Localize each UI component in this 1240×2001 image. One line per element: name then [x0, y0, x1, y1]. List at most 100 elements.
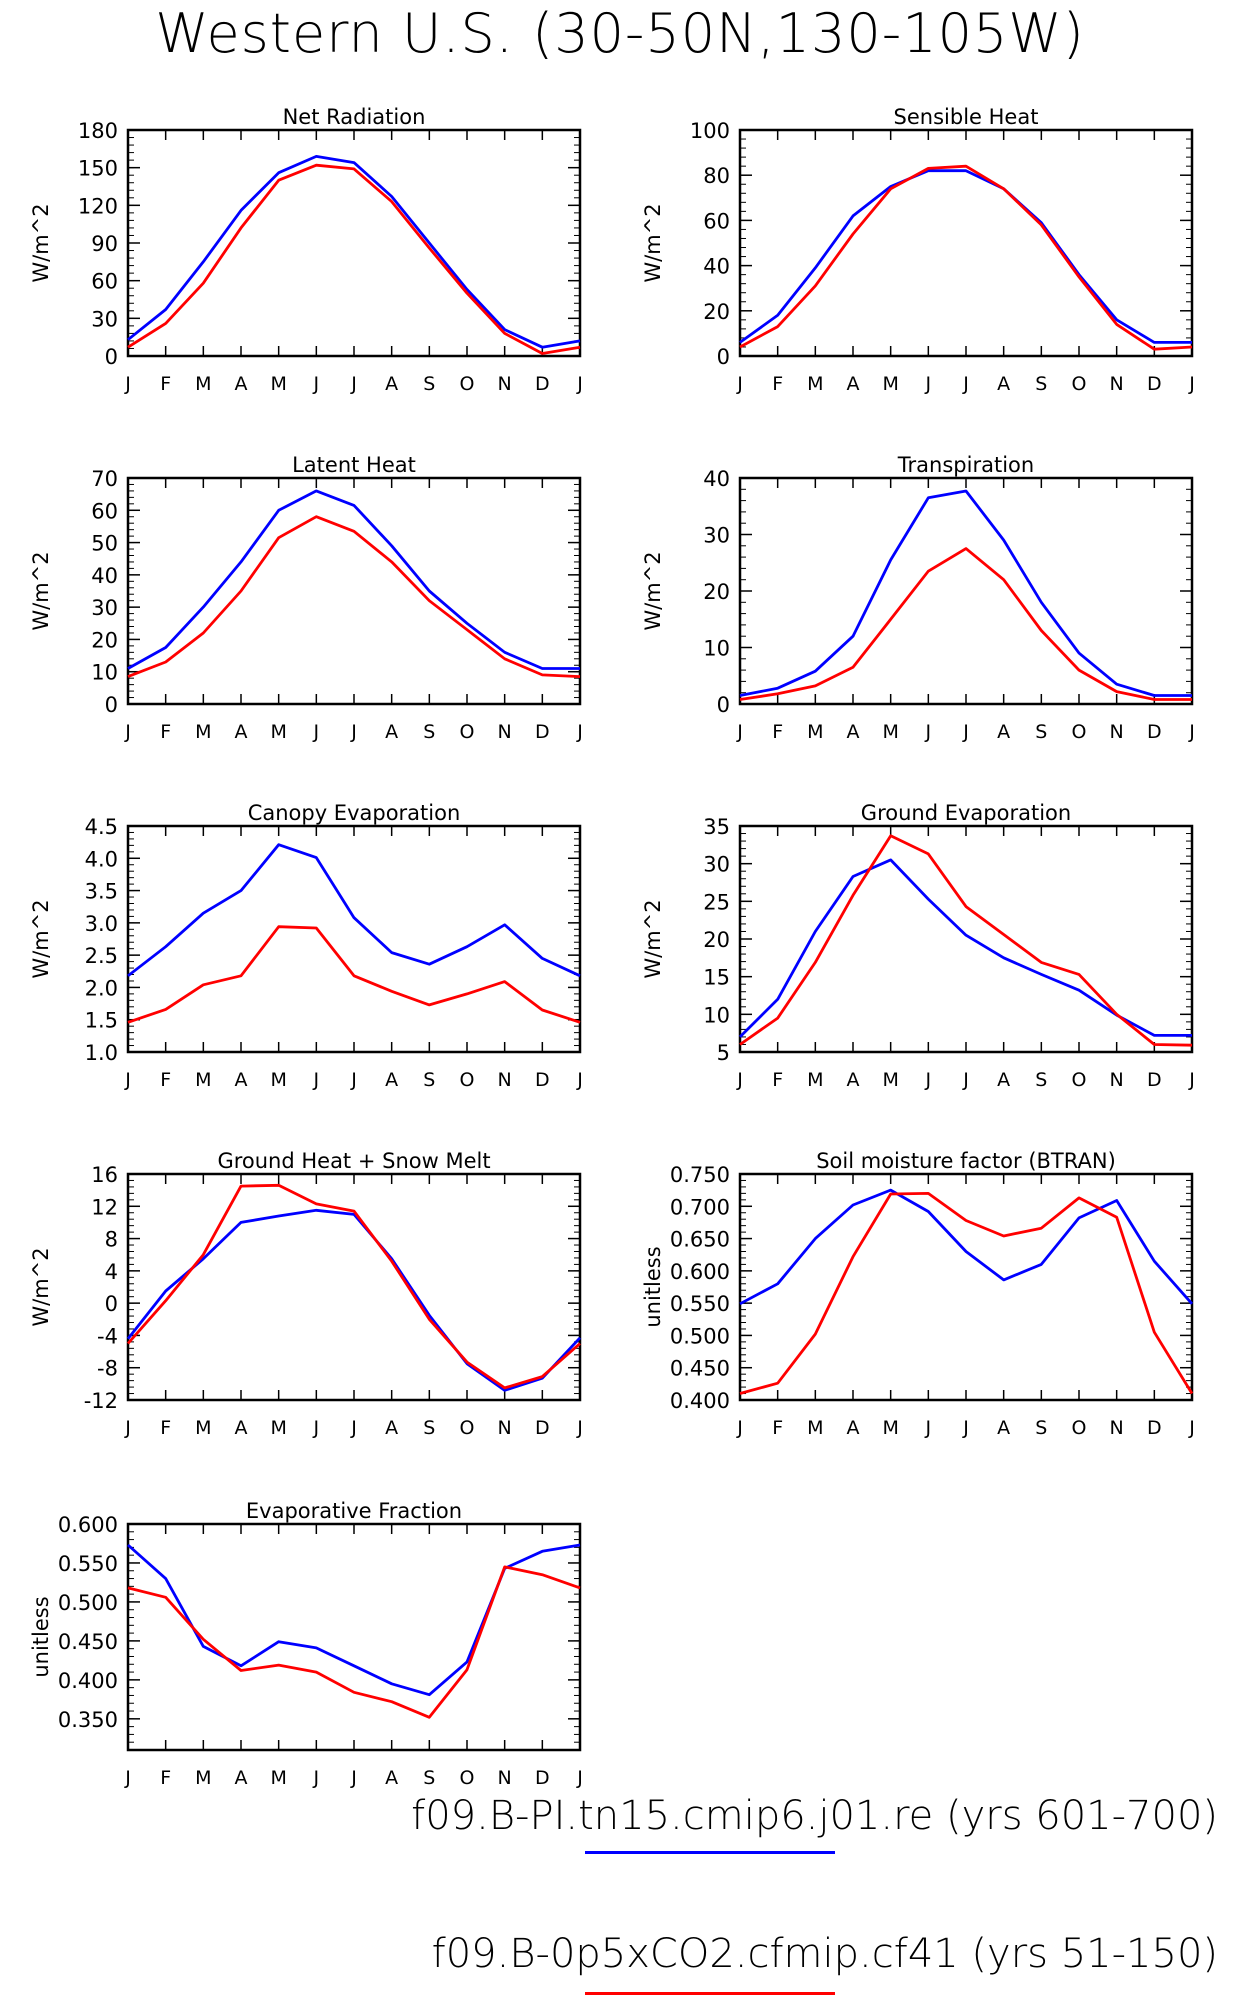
- y-tick-label: 10: [703, 1003, 730, 1027]
- x-tick-label: M: [807, 373, 823, 395]
- x-tick-label: S: [1035, 1417, 1047, 1439]
- x-tick-label: A: [235, 1069, 248, 1091]
- x-tick-label: M: [882, 1417, 898, 1439]
- series-line-2: [127, 515, 581, 678]
- y-tick-label: 180: [78, 119, 118, 143]
- legend-label-series-2: f09.B-0p5xCO2.cfmip.cf41 (yrs 51-150): [431, 1931, 1218, 1977]
- y-tick-label: 40: [703, 467, 730, 491]
- x-tick-label: F: [160, 1417, 171, 1439]
- x-tick-label: O: [1072, 373, 1087, 395]
- y-tick-label: 35: [703, 815, 730, 839]
- y-tick-label: 4.0: [85, 847, 118, 871]
- y-axis-label: W/m^2: [641, 551, 665, 630]
- page-title: Western U.S. (30-50N,130-105W): [155, 2, 1085, 65]
- x-tick-label: A: [235, 721, 248, 743]
- x-tick-label: A: [235, 1767, 248, 1789]
- y-tick-label: 16: [91, 1163, 118, 1187]
- legend-label-series-1: f09.B-PI.tn15.cmip6.j01.re (yrs 601-700): [411, 1793, 1218, 1839]
- x-tick-label: M: [270, 373, 286, 395]
- y-tick-label: 1.0: [85, 1041, 118, 1065]
- chart-title: Latent Heat: [292, 453, 416, 477]
- x-tick-label: O: [460, 721, 475, 743]
- y-tick-label: 0.700: [670, 1195, 730, 1219]
- y-tick-label: 0: [717, 345, 730, 369]
- x-tick-label: O: [460, 373, 475, 395]
- x-tick-label: F: [772, 721, 783, 743]
- plot-frame: [738, 128, 1194, 358]
- x-tick-label: J: [350, 721, 357, 743]
- series-line-1: [739, 489, 1192, 697]
- x-tick-label: J: [350, 1069, 357, 1091]
- x-tick-label: J: [1188, 1069, 1195, 1091]
- y-tick-label: 20: [703, 928, 730, 952]
- x-tick-label: N: [1110, 1417, 1124, 1439]
- legend-swatch-series-1: [585, 1851, 835, 1854]
- y-axis-label: unitless: [29, 1596, 53, 1677]
- y-tick-label: 0.500: [670, 1324, 730, 1348]
- y-axis-label: W/m^2: [29, 203, 53, 282]
- y-tick-label: 1.5: [85, 1009, 118, 1033]
- y-tick-label: 20: [91, 628, 118, 652]
- x-tick-label: A: [235, 1417, 248, 1439]
- x-tick-label: D: [535, 1069, 550, 1091]
- y-tick-label: -4: [97, 1324, 118, 1348]
- y-tick-label: 90: [91, 232, 118, 256]
- x-tick-label: F: [772, 1417, 783, 1439]
- y-tick-label: 0: [105, 693, 118, 717]
- y-tick-label: 3.0: [85, 912, 118, 936]
- x-tick-label: N: [1110, 721, 1124, 743]
- y-tick-label: 5: [717, 1041, 730, 1065]
- x-tick-label: J: [962, 721, 969, 743]
- x-tick-label: M: [807, 1069, 823, 1091]
- chart-title: Evaporative Fraction: [246, 1499, 462, 1523]
- chart-title: Canopy Evaporation: [248, 801, 461, 825]
- y-tick-label: 0.500: [58, 1591, 118, 1615]
- y-tick-label: 4.5: [85, 815, 118, 839]
- y-tick-label: 15: [703, 966, 730, 990]
- y-axis-label: W/m^2: [29, 551, 53, 630]
- x-tick-label: O: [460, 1767, 475, 1789]
- series-line-2: [739, 834, 1193, 1047]
- x-tick-label: A: [997, 373, 1010, 395]
- series-line-2: [127, 163, 581, 355]
- x-tick-label: O: [1072, 1069, 1087, 1091]
- y-tick-label: 0: [717, 693, 730, 717]
- y-tick-label: 40: [91, 564, 118, 588]
- y-tick-label: 100: [690, 119, 730, 143]
- x-tick-label: F: [772, 373, 783, 395]
- x-tick-label: J: [1188, 721, 1195, 743]
- x-tick-label: J: [313, 1767, 320, 1789]
- x-tick-label: S: [423, 373, 435, 395]
- chart-title: Net Radiation: [283, 105, 426, 129]
- x-tick-label: O: [460, 1069, 475, 1091]
- y-tick-label: 30: [91, 307, 118, 331]
- y-tick-label: 4: [105, 1260, 118, 1284]
- x-tick-label: O: [1072, 721, 1087, 743]
- x-tick-label: A: [385, 1767, 398, 1789]
- y-tick-label: 10: [91, 661, 118, 685]
- series-line-1: [739, 169, 1192, 344]
- x-tick-label: A: [847, 1069, 860, 1091]
- y-tick-label: 80: [703, 164, 730, 188]
- y-tick-label: 30: [703, 853, 730, 877]
- y-tick-label: -12: [84, 1389, 118, 1413]
- x-tick-label: M: [882, 373, 898, 395]
- x-tick-label: J: [962, 1417, 969, 1439]
- y-tick-label: 60: [703, 209, 730, 233]
- chart-title: Transpiration: [897, 453, 1034, 477]
- x-tick-label: J: [925, 373, 932, 395]
- x-tick-label: J: [313, 721, 320, 743]
- x-tick-label: J: [313, 1417, 320, 1439]
- chart-title: Soil moisture factor (BTRAN): [816, 1149, 1116, 1173]
- x-tick-label: A: [847, 721, 860, 743]
- x-tick-label: D: [535, 721, 550, 743]
- plot-frame: [126, 1522, 582, 1752]
- x-tick-label: A: [385, 1417, 398, 1439]
- y-tick-label: 10: [703, 637, 730, 661]
- legend-swatch-series-2: [585, 1992, 835, 1995]
- x-tick-label: M: [195, 1417, 211, 1439]
- y-tick-label: 0.550: [58, 1552, 118, 1576]
